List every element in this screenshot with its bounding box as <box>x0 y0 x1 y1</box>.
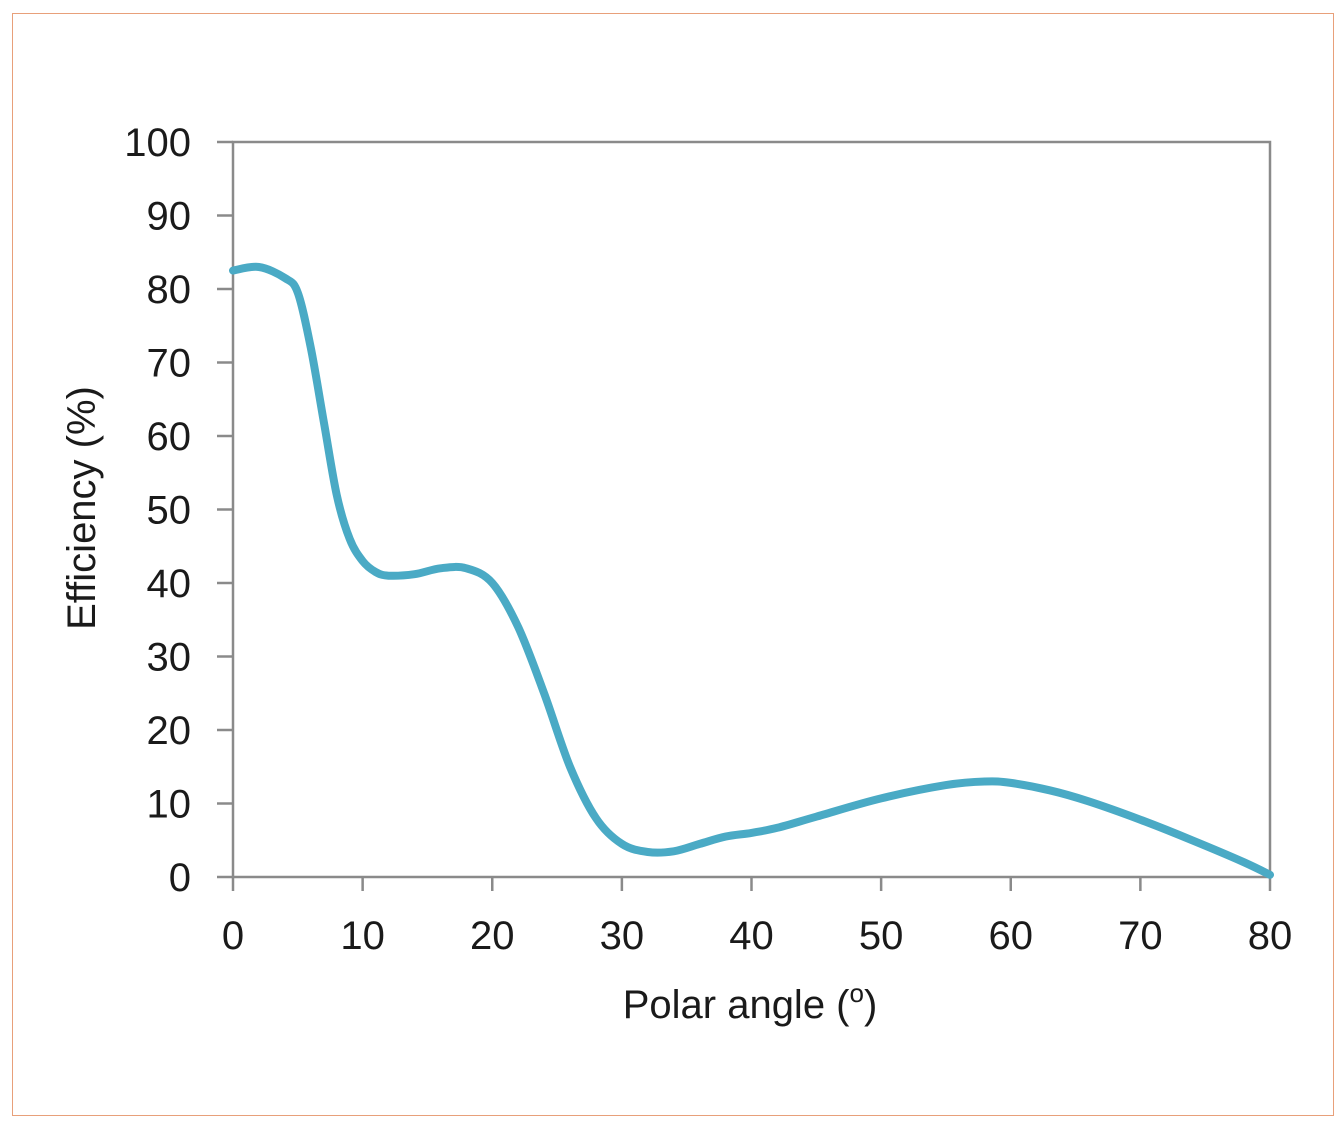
y-tick-label: 30 <box>147 636 192 680</box>
efficiency-series-line <box>229 262 1274 879</box>
x-tick-label: 70 <box>1118 914 1163 958</box>
x-tick-label: 10 <box>340 914 385 958</box>
y-axis-ticks: 0 10 20 30 40 50 60 70 80 90 100 <box>124 121 233 900</box>
y-tick-label: 80 <box>147 268 192 312</box>
y-tick-label: 0 <box>169 856 191 900</box>
x-tick-label: 30 <box>600 914 645 958</box>
x-axis-ticks: 0 10 20 30 40 50 60 70 80 <box>222 877 1292 958</box>
series-layer <box>229 262 1274 879</box>
y-tick-label: 50 <box>147 489 192 533</box>
x-tick-label: 20 <box>470 914 515 958</box>
plot-border <box>231 140 1272 879</box>
y-tick-label: 90 <box>147 195 192 239</box>
y-tick-label: 60 <box>147 415 192 459</box>
x-tick-label: 40 <box>729 914 774 958</box>
y-tick-label: 10 <box>147 783 192 827</box>
y-tick-label: 70 <box>147 342 192 386</box>
y-tick-label: 40 <box>147 562 192 606</box>
y-tick-label: 20 <box>147 709 192 753</box>
x-axis-title-sup: o <box>850 978 864 1008</box>
x-axis-title-main: Polar angle ( <box>623 983 850 1027</box>
x-axis-title: Polar angle (o) <box>623 978 878 1027</box>
x-tick-label: 60 <box>989 914 1034 958</box>
y-tick-label: 100 <box>124 121 191 165</box>
x-tick-label: 50 <box>859 914 904 958</box>
y-axis-title: Efficiency (%) <box>60 386 104 630</box>
x-axis-title-end: ) <box>864 983 877 1027</box>
x-tick-label: 0 <box>222 914 244 958</box>
plot-area <box>231 140 1272 879</box>
x-tick-label: 80 <box>1248 914 1293 958</box>
